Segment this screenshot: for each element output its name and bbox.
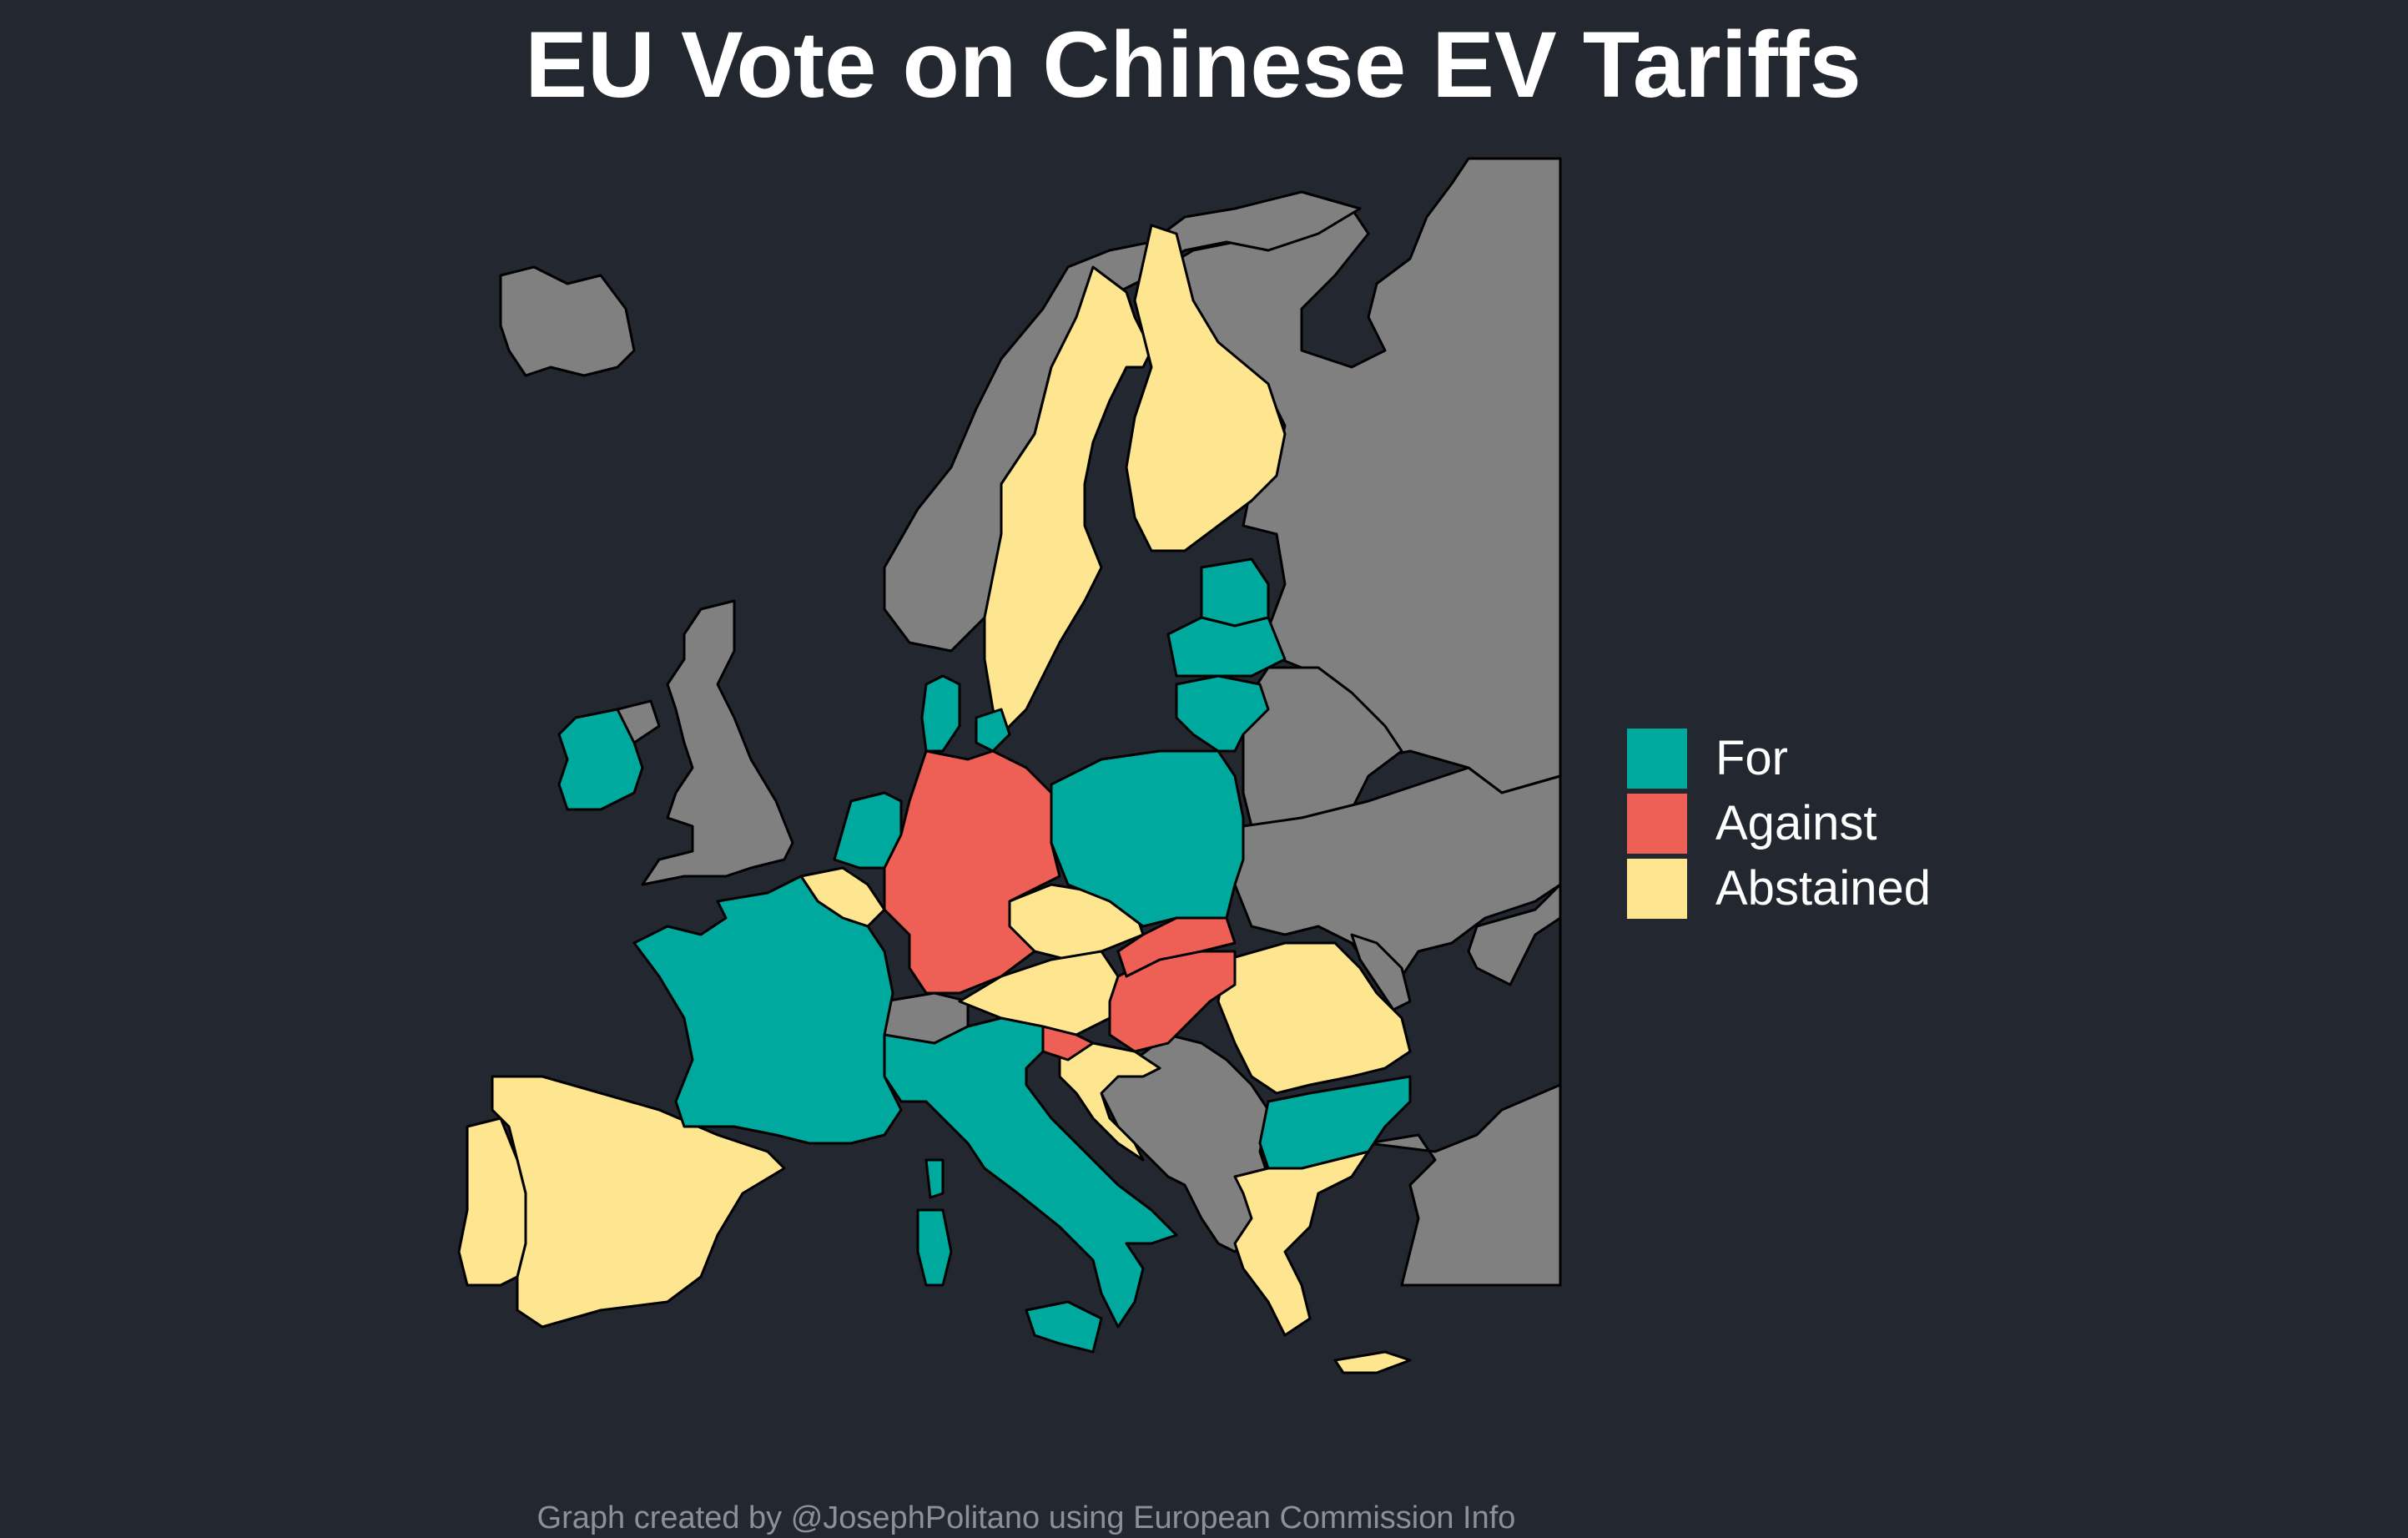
region-greece	[1233, 1150, 1370, 1337]
region-lithuania	[1175, 674, 1270, 753]
region-netherlands	[833, 791, 903, 870]
region-crete	[1333, 1350, 1412, 1374]
region-ireland	[557, 708, 644, 811]
region-sweden	[983, 265, 1153, 736]
region-corsica	[924, 1158, 945, 1199]
region-moldova	[1350, 933, 1412, 1011]
region-latvia	[1166, 616, 1287, 678]
region-iceland	[499, 265, 636, 377]
region-poland	[1050, 749, 1245, 928]
legend-swatch-for	[1627, 729, 1687, 789]
legend-swatch-abstained	[1627, 859, 1687, 919]
region-united-kingdom	[641, 599, 794, 886]
region-portugal	[457, 1117, 527, 1287]
region-france	[632, 875, 903, 1145]
region-germany	[883, 749, 1061, 995]
legend-label-for: For	[1715, 731, 1788, 785]
region-bulgaria	[1258, 1075, 1412, 1170]
legend: For Against Abstained	[1627, 726, 1931, 921]
legend-label-abstained: Abstained	[1715, 861, 1931, 915]
legend-item-for: For	[1627, 726, 1931, 791]
legend-label-against: Against	[1715, 796, 1877, 850]
region-romania	[1217, 941, 1412, 1095]
region-croatia	[1058, 1041, 1161, 1162]
europe-map	[457, 157, 1562, 1374]
region-italy	[883, 1016, 1178, 1329]
legend-item-against: Against	[1627, 791, 1931, 856]
region-denmark	[920, 674, 961, 753]
region-turkey	[1367, 1083, 1562, 1287]
region-sicily	[1025, 1300, 1103, 1354]
legend-swatch-against	[1627, 794, 1687, 854]
source-caption: Graph created by @JosephPolitano using E…	[537, 1500, 1516, 1535]
legend-item-abstained: Abstained	[1627, 856, 1931, 921]
region-finland	[1125, 224, 1287, 552]
region-zealand	[975, 708, 1011, 753]
region-sardinia	[916, 1208, 953, 1287]
region-ukraine	[1233, 766, 1562, 978]
region-estonia	[1200, 557, 1270, 628]
region-slovakia	[1116, 916, 1237, 978]
map-title: EU Vote on Chinese EV Tariffs	[525, 13, 1861, 117]
